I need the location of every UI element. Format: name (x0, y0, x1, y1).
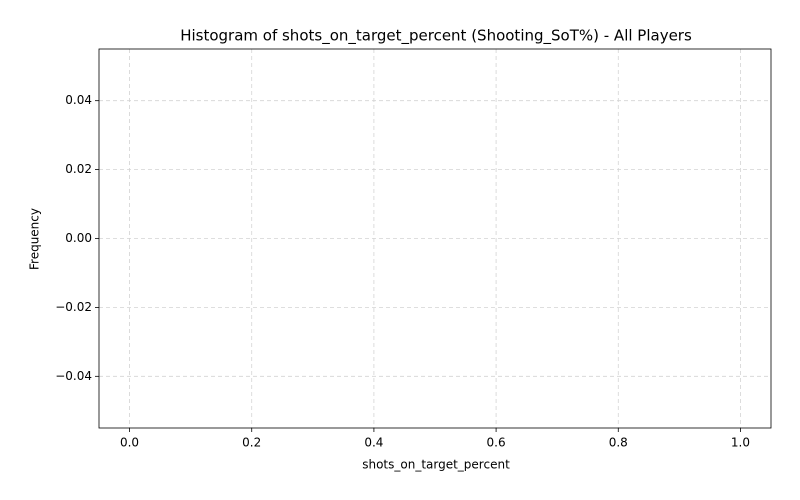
chart-title: Histogram of shots_on_target_percent (Sh… (180, 27, 692, 46)
x-tick-label: 0.0 (120, 436, 139, 450)
x-axis-label: shots_on_target_percent (362, 458, 510, 472)
x-tick-label: 0.6 (487, 436, 506, 450)
x-tick-label: 1.0 (731, 436, 750, 450)
y-tick-label: 0.00 (65, 231, 92, 245)
plot-frame (98, 48, 772, 429)
x-tick-label: 0.2 (242, 436, 261, 450)
y-axis-label: Frequency (28, 208, 42, 270)
y-tick-label: −0.02 (55, 300, 92, 314)
y-tick-label: 0.02 (65, 162, 92, 176)
x-tick-label: 0.8 (609, 436, 628, 450)
y-tick-label: −0.04 (55, 369, 92, 383)
x-tick-label: 0.4 (364, 436, 383, 450)
y-tick-label: 0.04 (65, 93, 92, 107)
